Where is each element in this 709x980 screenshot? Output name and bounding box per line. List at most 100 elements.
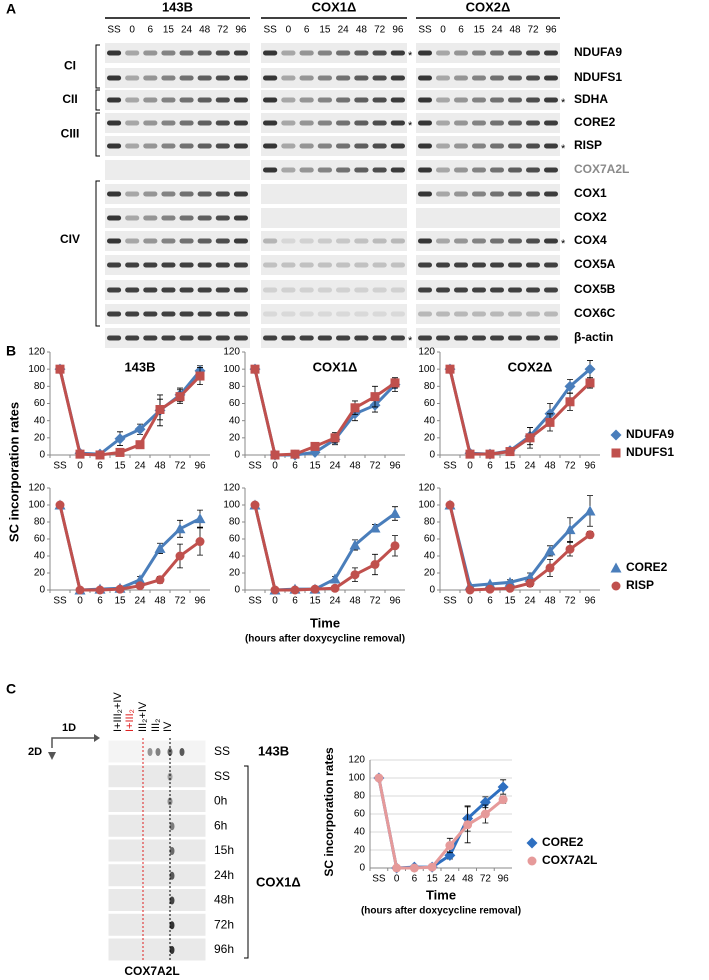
blot-band: [490, 97, 504, 103]
blot-band: [418, 238, 432, 244]
y-tick-label: 40: [229, 415, 241, 426]
blot-band: [454, 167, 468, 173]
blot-band: [508, 167, 522, 173]
lane-label: 48: [199, 25, 211, 36]
point: [75, 585, 85, 595]
blot-band: [179, 97, 194, 103]
blot-band: [390, 167, 405, 173]
blot-band: [418, 191, 432, 197]
blot-band: [107, 335, 122, 341]
complex-bracket: [95, 89, 100, 111]
blot-band: [317, 97, 332, 103]
x-tick-label: 72: [369, 596, 381, 607]
blot-band: [125, 238, 140, 244]
x-tick-label: 0: [77, 461, 83, 472]
blot-strip: [261, 231, 407, 251]
blot-band: [125, 97, 140, 103]
line: [58, 504, 201, 592]
blot-band: [390, 143, 405, 149]
point: [175, 551, 185, 561]
blot-band: [336, 262, 351, 268]
blot-band: [390, 311, 405, 317]
x-tick-label: 15: [504, 596, 516, 607]
blot-band: [490, 191, 504, 197]
legend-label: RISP: [626, 578, 654, 592]
x-axis-note: (hours after doxycycline removal): [361, 906, 521, 917]
blot-band: [233, 287, 248, 293]
blot-band: [143, 97, 158, 103]
point: [504, 576, 516, 587]
lane-label: III₂+IV: [137, 701, 149, 732]
x-axis-note: (hours after doxycycline removal): [245, 634, 405, 645]
blot-band: [418, 311, 432, 317]
blot-strip: [416, 43, 560, 63]
row-label: 72h: [214, 917, 234, 931]
y-tick-label: 0: [39, 450, 45, 461]
blot-strip: [105, 304, 250, 324]
y-tick-label: 100: [223, 364, 240, 375]
point: [585, 530, 595, 540]
blot-band: [436, 191, 450, 197]
lane-label: 24: [491, 25, 503, 36]
x-tick-label: 48: [544, 461, 556, 472]
blot-strip: [261, 280, 407, 300]
blot-strip: [416, 184, 560, 204]
blot-band: [263, 335, 278, 341]
blot-band: [526, 50, 540, 56]
asterisk: *: [408, 120, 413, 132]
x-tick-label: 6: [292, 596, 298, 607]
blot-band: [299, 167, 314, 173]
blot-band: [372, 75, 387, 81]
blot-band: [179, 191, 194, 197]
blot-band: [317, 167, 332, 173]
blot-band: [454, 262, 468, 268]
line: [58, 504, 201, 592]
blot-band: [436, 238, 450, 244]
y-tick-label: 60: [424, 534, 436, 545]
point: [389, 508, 401, 518]
point: [250, 364, 260, 374]
x-tick-label: 24: [329, 461, 341, 472]
x-tick-label: 6: [487, 596, 493, 607]
y-tick-label: 20: [34, 568, 46, 579]
blot-band: [299, 262, 314, 268]
gel-strip: [107, 838, 207, 863]
protein-label: COX2: [574, 210, 607, 224]
gel-spot: [147, 748, 153, 756]
lane-label: 72: [527, 25, 539, 36]
gel-spot: [155, 748, 161, 756]
protein-label: COX5B: [574, 282, 616, 296]
x-tick-label: 48: [154, 461, 166, 472]
point: [390, 378, 400, 388]
line: [58, 368, 202, 456]
y-tick-label: 80: [354, 791, 366, 802]
x-tick-label: 48: [349, 596, 361, 607]
blot-band: [436, 143, 450, 149]
blot-strip: [416, 160, 560, 180]
gel-spot: [169, 946, 175, 954]
protein-label: COX6C: [574, 306, 616, 320]
lane-label: 48: [509, 25, 521, 36]
blot-band: [233, 311, 248, 317]
blot-strip: [416, 280, 560, 300]
blot-band: [436, 167, 450, 173]
blot-strip: [105, 160, 250, 180]
protein-label: COX1: [574, 186, 607, 200]
blot-band: [281, 120, 296, 126]
blot-band: [161, 143, 176, 149]
blot-band: [372, 143, 387, 149]
direction-label: 1D: [62, 722, 76, 734]
lane-label: 0: [129, 25, 135, 36]
point: [525, 433, 535, 443]
blot-band: [490, 262, 504, 268]
blot-band: [179, 75, 194, 81]
blot-band: [526, 287, 540, 293]
gel-spot: [169, 896, 175, 905]
lane-label: 72: [217, 25, 229, 36]
point: [350, 403, 360, 413]
blot-band: [354, 238, 369, 244]
y-tick-label: 80: [424, 517, 436, 528]
blot-strip: [416, 68, 560, 88]
blot-band: [544, 262, 558, 268]
blot-band: [454, 311, 468, 317]
